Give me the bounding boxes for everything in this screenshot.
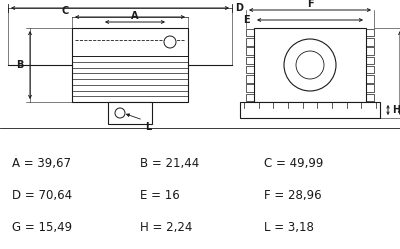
Bar [254, 28, 366, 102]
Text: D = 70,64: D = 70,64 [12, 189, 72, 202]
Circle shape [115, 108, 125, 118]
Text: C = 49,99: C = 49,99 [264, 157, 323, 170]
Text: G = 15,49: G = 15,49 [12, 221, 72, 234]
Text: E = 16: E = 16 [140, 189, 180, 202]
Circle shape [164, 36, 176, 48]
Bar [240, 102, 380, 118]
Text: B = 21,44: B = 21,44 [140, 157, 199, 170]
Text: A: A [131, 11, 139, 21]
Text: L: L [145, 122, 151, 132]
Bar [72, 28, 188, 102]
Text: H: H [392, 105, 400, 115]
Text: F = 28,96: F = 28,96 [264, 189, 322, 202]
Text: D: D [235, 3, 243, 13]
Text: L = 3,18: L = 3,18 [264, 221, 314, 234]
Text: A = 39,67: A = 39,67 [12, 157, 71, 170]
Text: H = 2,24: H = 2,24 [140, 221, 192, 234]
Bar [108, 102, 152, 124]
Circle shape [296, 51, 324, 79]
Text: C: C [62, 6, 69, 16]
Circle shape [284, 39, 336, 91]
Text: E: E [243, 15, 250, 25]
Text: F: F [307, 0, 313, 9]
Text: B: B [16, 60, 24, 70]
